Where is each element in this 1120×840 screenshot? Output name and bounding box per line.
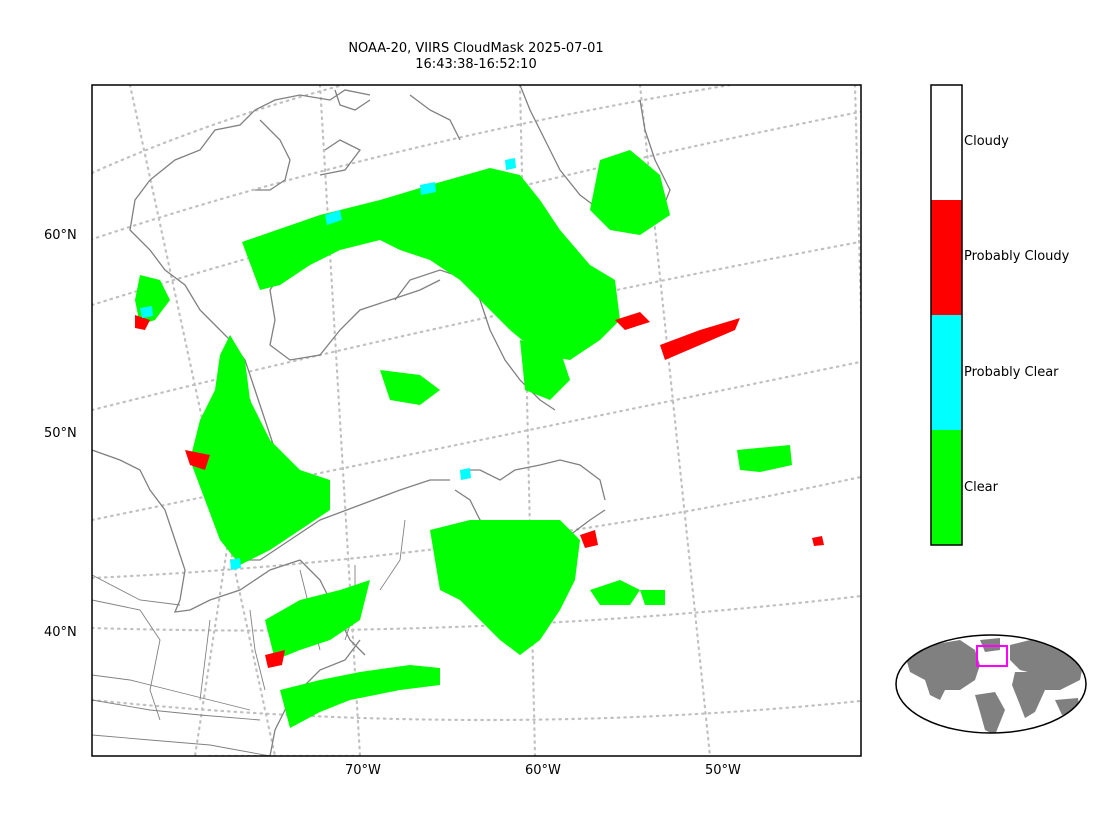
- colorbar-segment-cloudy: [931, 85, 962, 200]
- colorbar-segment-clear: [931, 430, 962, 545]
- cloud-mask-probably-clear-regions: [140, 158, 516, 570]
- main-map: [92, 85, 861, 756]
- colorbar-label-probably-cloudy: Probably Cloudy: [964, 249, 1070, 264]
- latitude-label-60n: 60°N: [44, 228, 77, 243]
- colorbar-label-cloudy: Cloudy: [964, 134, 1009, 149]
- cloud-mask-probably-cloudy-regions: [135, 312, 824, 668]
- colorbar: [930, 84, 963, 546]
- colorbar-label-probably-clear: Probably Clear: [964, 365, 1059, 380]
- latitude-label-40n: 40°N: [44, 625, 77, 640]
- locator-region-box: [976, 645, 1008, 667]
- map-title-line-1: NOAA-20, VIIRS CloudMask 2025-07-01: [348, 41, 604, 56]
- longitude-label-70w: 70°W: [345, 763, 381, 778]
- longitude-label-50w: 50°W: [705, 763, 741, 778]
- colorbar-segment-probably-cloudy: [931, 200, 962, 315]
- locator-globe-land: [905, 638, 1085, 733]
- map-frame: [91, 84, 862, 757]
- latitude-label-50n: 50°N: [44, 426, 77, 441]
- map-title-line-2: 16:43:38-16:52:10: [415, 57, 537, 72]
- longitude-label-60w: 60°W: [525, 763, 561, 778]
- colorbar-frame: [930, 84, 963, 546]
- colorbar-label-clear: Clear: [964, 480, 998, 495]
- locator-globe: [895, 634, 1087, 734]
- colorbar-segment-probably-clear: [931, 315, 962, 430]
